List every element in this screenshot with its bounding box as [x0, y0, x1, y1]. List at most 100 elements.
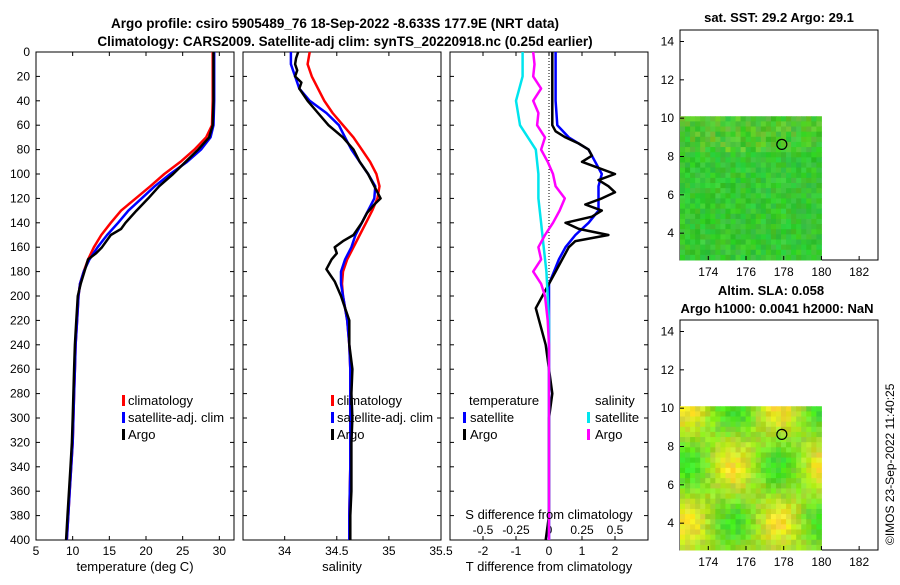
map-cell: [760, 493, 767, 500]
map-cell: [725, 437, 732, 443]
map-cell: [791, 524, 797, 530]
map-cell: [710, 198, 716, 205]
map-cell: [700, 234, 706, 240]
map-cell: [730, 254, 737, 261]
map-cell: [705, 182, 711, 189]
map-cell: [745, 498, 752, 505]
map-cell: [781, 529, 787, 536]
map-cell: [745, 193, 752, 199]
temperature-xlabel: temperature (deg C): [76, 559, 193, 574]
map-cell: [690, 483, 696, 489]
map-cell: [765, 254, 772, 261]
map-cell: [715, 167, 721, 174]
map-cell: [760, 157, 767, 163]
map-cell: [695, 462, 701, 469]
x-tick-label: 25: [176, 544, 190, 558]
map-cell: [811, 421, 817, 428]
map-cell: [811, 162, 817, 169]
map-cell: [816, 193, 822, 199]
legend-swatch-t-argo: [463, 429, 466, 440]
map-cell: [791, 147, 797, 153]
map-cell: [811, 529, 817, 536]
map-cell: [705, 483, 711, 489]
map-cell: [775, 483, 782, 489]
map-cell: [786, 147, 792, 153]
map-cell: [775, 224, 782, 230]
map-cell: [796, 534, 802, 541]
map-cell: [796, 147, 802, 153]
map-cell: [811, 234, 817, 240]
map-cell: [690, 457, 696, 464]
map-cell: [755, 131, 762, 138]
map-cell: [715, 234, 721, 240]
map-cell: [690, 229, 696, 235]
map-cell: [720, 529, 726, 536]
map-cell: [745, 457, 752, 464]
map-cell: [765, 167, 772, 174]
map-cell: [730, 224, 737, 230]
map-cell: [710, 503, 716, 510]
map-cell: [801, 234, 807, 240]
map-cell: [705, 411, 711, 418]
map-cell: [755, 534, 762, 541]
depth-tick-label: 120: [10, 191, 30, 205]
map-cell: [760, 421, 767, 428]
map-cell: [796, 136, 802, 143]
map-cell: [705, 534, 711, 541]
map-cell: [680, 457, 686, 464]
map-cell: [740, 136, 747, 143]
map-cell: [781, 162, 787, 169]
map-cell: [745, 188, 752, 194]
salinity-xlabel: salinity: [322, 559, 362, 574]
map-cell: [735, 126, 742, 133]
map-cell: [750, 131, 757, 138]
map-cell: [740, 193, 747, 199]
x-tick-label: 35: [382, 544, 396, 558]
map-cell: [705, 462, 711, 469]
map-cell: [720, 437, 726, 443]
map-cell: [705, 431, 711, 438]
map-cell: [715, 182, 721, 189]
map-cell: [735, 213, 742, 220]
map-cell: [730, 157, 737, 163]
map-cell: [811, 483, 817, 489]
map-cell: [745, 421, 752, 428]
map-cell: [791, 498, 797, 505]
map-cell: [806, 239, 812, 246]
map-cell: [781, 167, 787, 174]
map-cell: [750, 208, 757, 215]
map-cell: [700, 503, 706, 510]
map-cell: [745, 167, 752, 174]
map-cell: [781, 193, 787, 199]
map-cell: [775, 218, 782, 225]
map-cell: [765, 442, 772, 448]
map-cell: [770, 188, 777, 194]
map-cell: [680, 437, 686, 443]
map-cell: [806, 462, 812, 469]
map-cell: [811, 452, 817, 459]
map-cell: [816, 162, 822, 169]
map-cell: [755, 411, 762, 418]
argo-position-marker: [776, 428, 788, 440]
map-cell: [811, 244, 817, 251]
s-diff-tick-label: 0.5: [607, 523, 624, 537]
map-cell: [715, 452, 721, 459]
map-cell: [765, 462, 772, 469]
map-cell: [806, 529, 812, 536]
map-cell: [705, 539, 711, 546]
map-cell: [806, 147, 812, 153]
map-cell: [786, 218, 792, 225]
map-cell: [801, 239, 807, 246]
map-cell: [735, 152, 742, 158]
map-cell: [705, 172, 711, 179]
map-cell: [770, 524, 777, 530]
map-cell: [781, 152, 787, 158]
depth-tick-label: 320: [10, 435, 30, 449]
map-cell: [705, 224, 711, 230]
map-cell: [690, 131, 696, 138]
map-cell: [770, 462, 777, 469]
map-cell: [680, 431, 686, 438]
map-cell: [745, 157, 752, 163]
map-cell: [740, 182, 747, 189]
map-cell: [801, 126, 807, 133]
